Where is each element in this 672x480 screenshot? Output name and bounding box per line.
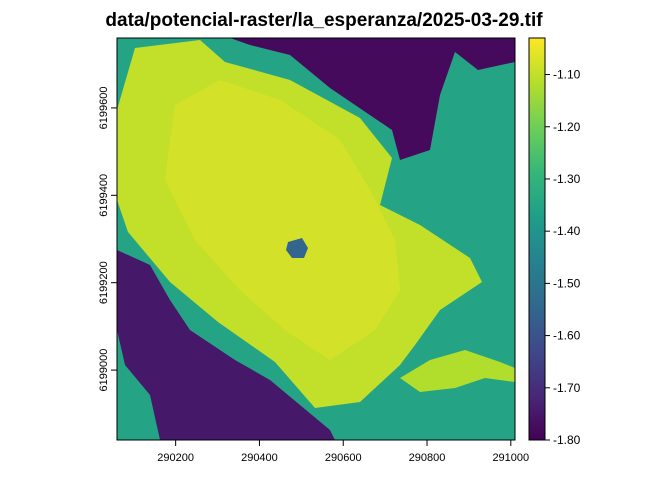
colorbar-tick-label: -1.50 [553, 276, 581, 290]
colorbar-tick-label: -1.30 [553, 172, 581, 186]
raster-region-central-field-core [165, 80, 400, 360]
x-tick-label: 290600 [325, 452, 362, 464]
raster-region-northeast-dark [230, 38, 515, 160]
chart-title: data/potencial-raster/la_esperanza/2025-… [105, 10, 543, 31]
colorbar-tick-label: -1.20 [553, 120, 581, 134]
x-tick-label: 290200 [157, 452, 194, 464]
raster-region-southwest-dark [117, 250, 335, 440]
x-tick-label: 290400 [241, 452, 278, 464]
colorbar-tick-label: -1.10 [553, 68, 581, 82]
colorbar-ticks: -1.10 -1.20 -1.30 -1.40 -1.50 -1.60 -1.70 -1.80 [545, 68, 581, 447]
colorbar-tick-label: -1.70 [553, 381, 581, 395]
raster-map [117, 38, 515, 440]
raster-region-southeast-strip [400, 350, 515, 392]
x-tick-label: 291000 [492, 452, 529, 464]
y-tick-label: 6199400 [98, 174, 110, 217]
colorbar [528, 37, 546, 441]
colorbar-tick-label: -1.80 [553, 433, 581, 447]
y-tick-label: 6199200 [98, 261, 110, 304]
y-tick-label: 6199600 [98, 86, 110, 129]
x-tick-label: 290800 [409, 452, 446, 464]
raster-region-field-center-spot [286, 238, 308, 258]
colorbar-tick-label: -1.40 [553, 224, 581, 238]
axes: 290200 290400 290600 290800 291000 6199000 619… [98, 86, 529, 464]
y-tick-label: 6199000 [98, 349, 110, 392]
colorbar-tick-label: -1.60 [553, 329, 581, 343]
